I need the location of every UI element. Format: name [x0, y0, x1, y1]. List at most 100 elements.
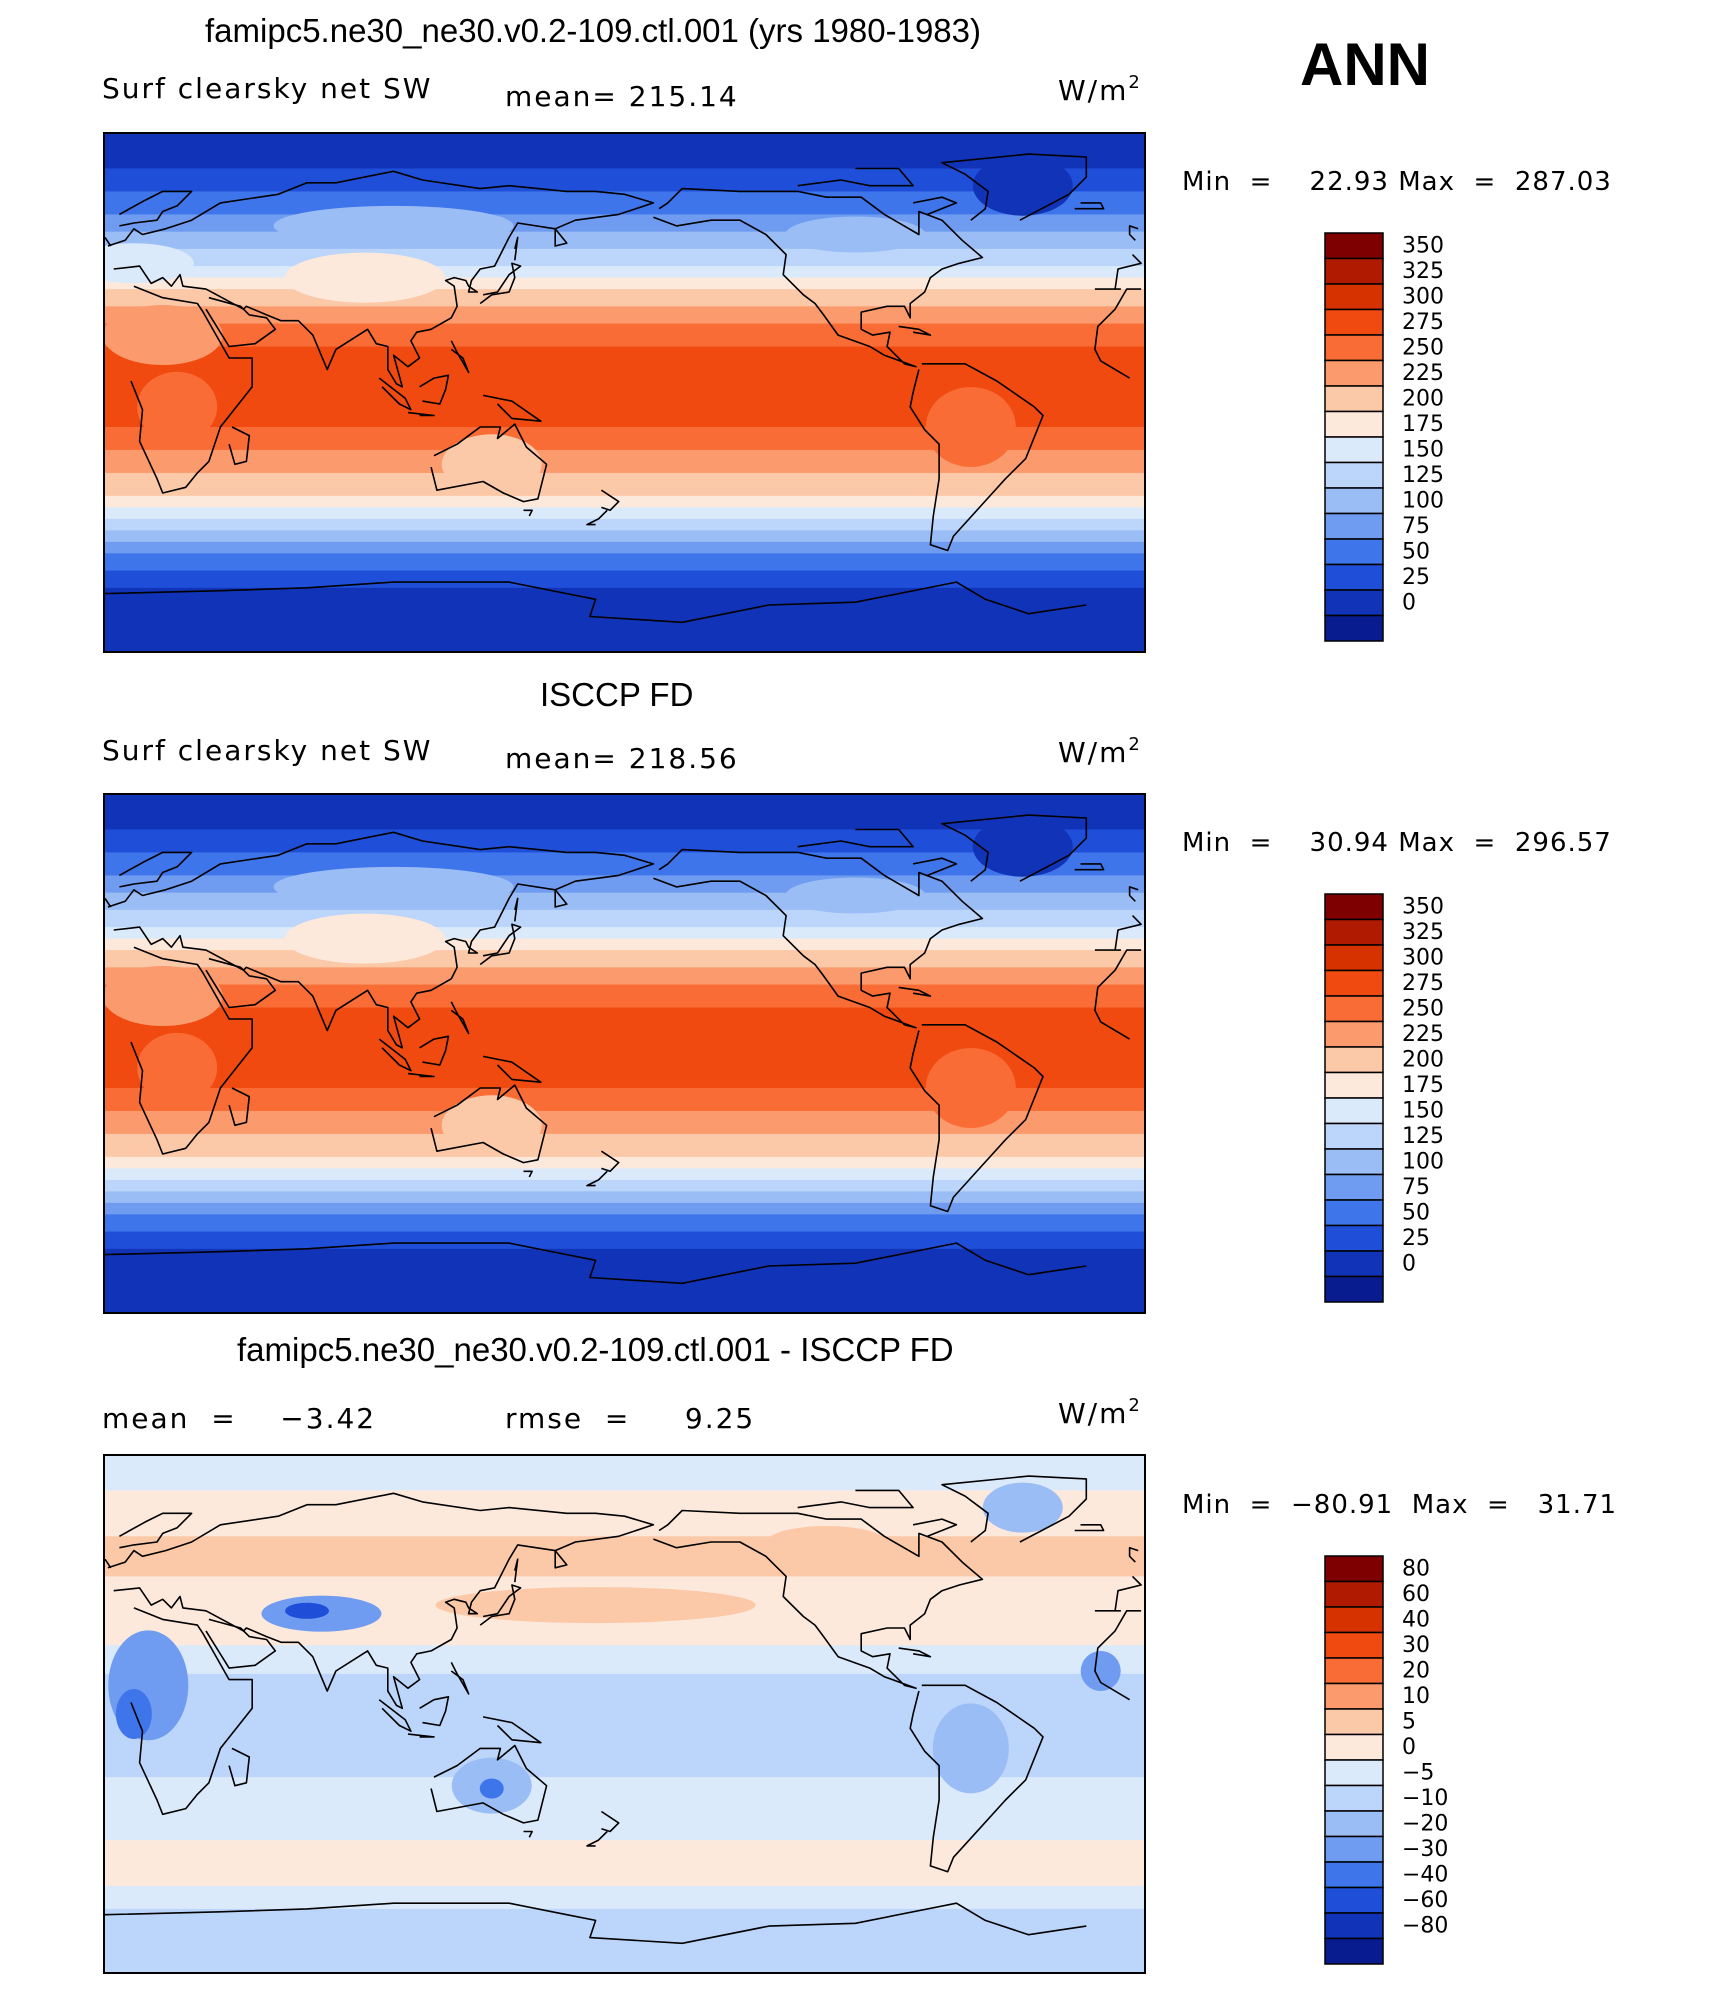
coastline	[407, 1733, 435, 1738]
colorbar-tick-label: 100	[1402, 1150, 1444, 1175]
field-patch	[285, 1602, 330, 1619]
field-patch	[982, 1482, 1063, 1533]
panel3-mean: mean = −3.42	[102, 1402, 376, 1435]
field-patch	[284, 252, 445, 303]
field-patch	[972, 155, 1073, 216]
coastline	[107, 1492, 655, 1710]
panel1-units: W/m2	[1058, 72, 1140, 107]
coastline	[1128, 225, 1139, 241]
coastline	[586, 509, 608, 526]
colorbar-swatch	[1324, 1555, 1384, 1583]
panel3-max-label: Max	[1411, 1490, 1469, 1520]
field-band	[105, 323, 1144, 348]
field-band	[105, 553, 1144, 572]
colorbar-swatch	[1324, 1835, 1384, 1863]
coastline	[482, 1716, 542, 1744]
field-band	[105, 1800, 1144, 1841]
colorbar-swatch	[1324, 538, 1384, 566]
field-band	[105, 1490, 1144, 1537]
coastline	[1074, 202, 1105, 210]
field-band	[105, 927, 1144, 940]
panel2-title: ISCCP FD	[540, 676, 694, 713]
field-band	[105, 231, 1144, 250]
coastline	[941, 814, 1088, 882]
coastline	[105, 581, 1087, 624]
field-band	[105, 1179, 1144, 1192]
colorbar-swatch	[1324, 1759, 1384, 1787]
colorbar-tick-label: 0	[1402, 1735, 1416, 1760]
colorbar-tick-label: 25	[1402, 565, 1430, 590]
colorbar-swatch	[1324, 1810, 1384, 1838]
field-band	[105, 1191, 1144, 1204]
coastline	[1114, 254, 1142, 290]
colorbar-swatch	[1324, 334, 1384, 362]
colorbar-swatch	[1324, 1199, 1384, 1227]
colorbar-swatch	[1324, 308, 1384, 336]
field-patch	[925, 386, 1016, 467]
panel3-rmse-value: 9.25	[684, 1402, 756, 1435]
field-band	[105, 248, 1144, 267]
field-band	[105, 1214, 1144, 1233]
colorbar-swatch	[1324, 995, 1384, 1023]
field-band	[105, 507, 1144, 520]
coastline	[419, 1035, 450, 1066]
panel2-units-exp: 2	[1128, 734, 1140, 755]
coastline	[600, 489, 620, 512]
colorbar-tick-label: 0	[1402, 1252, 1416, 1277]
colorbar-swatch	[1324, 359, 1384, 387]
field-patch	[273, 205, 514, 246]
colorbar-tick-label: 325	[1402, 259, 1444, 284]
colorbar-swatch	[1324, 512, 1384, 540]
coastline	[450, 340, 470, 374]
field-band	[105, 1110, 1144, 1135]
colorbar-swatch	[1324, 257, 1384, 285]
field-band	[105, 1156, 1144, 1169]
coastline	[105, 1902, 1087, 1945]
field-band	[105, 1754, 1144, 1778]
colorbar-tick-label: −20	[1402, 1812, 1448, 1837]
colorbar-tick-label: 75	[1402, 1175, 1430, 1200]
field-band	[105, 1168, 1144, 1181]
coastline	[430, 1744, 548, 1824]
panel2-max-label: Max	[1398, 828, 1455, 858]
coastline	[130, 946, 253, 1155]
panel3-eq2: =	[1487, 1490, 1510, 1520]
field-band	[105, 1202, 1144, 1215]
coastline	[419, 374, 450, 405]
field-patch	[479, 1778, 504, 1799]
colorbar-tick-label: −5	[1402, 1761, 1434, 1786]
colorbar-tick-label: 350	[1402, 895, 1444, 920]
colorbar-tick-label: 125	[1402, 463, 1444, 488]
field-band	[105, 1576, 1144, 1595]
colorbar-tick-label: 325	[1402, 920, 1444, 945]
coastline	[909, 1684, 1044, 1873]
colorbar-tick-label: 100	[1402, 489, 1444, 514]
panel3-units-base: W/m	[1058, 1397, 1129, 1430]
coastline	[586, 1830, 608, 1847]
panel2-min-label: Min	[1182, 828, 1232, 858]
coastline	[797, 828, 914, 848]
coastline	[600, 1150, 620, 1173]
colorbar-swatch	[1324, 1020, 1384, 1048]
field-band	[105, 938, 1144, 951]
coastline	[228, 1087, 251, 1127]
field-patch	[435, 1587, 756, 1624]
field-patch	[932, 1703, 1009, 1794]
panel1-variable: Surf clearsky net SW	[102, 72, 433, 105]
field-band	[105, 1133, 1144, 1158]
panel3-rmse: rmse = 9.25	[505, 1402, 755, 1435]
colorbar-tick-label: 150	[1402, 1099, 1444, 1124]
colorbar-tick-label: 275	[1402, 971, 1444, 996]
colorbar-tick-label: 40	[1402, 1608, 1430, 1633]
field-band	[105, 1231, 1144, 1250]
coastline	[450, 1662, 470, 1695]
panel3-mean-eq: =	[211, 1402, 237, 1435]
field-band	[105, 266, 1144, 279]
coastline	[941, 1475, 1088, 1543]
coastline	[107, 831, 655, 1049]
colorbar-tick-label: 50	[1402, 1201, 1430, 1226]
colorbar-tick-label: 250	[1402, 336, 1444, 361]
panel1-min-value: 22.93	[1309, 167, 1389, 197]
